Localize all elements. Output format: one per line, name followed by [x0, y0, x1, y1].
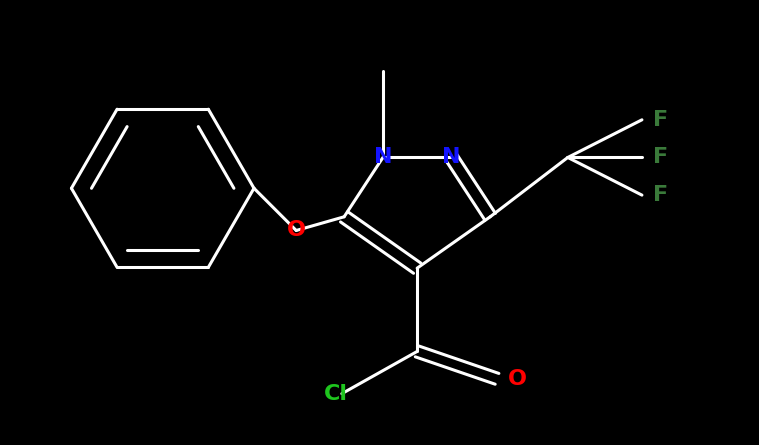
- Text: Cl: Cl: [324, 384, 348, 404]
- Text: N: N: [442, 147, 461, 167]
- Text: F: F: [653, 185, 668, 205]
- Text: F: F: [653, 147, 668, 167]
- Text: N: N: [373, 147, 392, 167]
- Text: O: O: [287, 220, 306, 240]
- Text: F: F: [653, 110, 668, 130]
- Text: O: O: [508, 369, 527, 389]
